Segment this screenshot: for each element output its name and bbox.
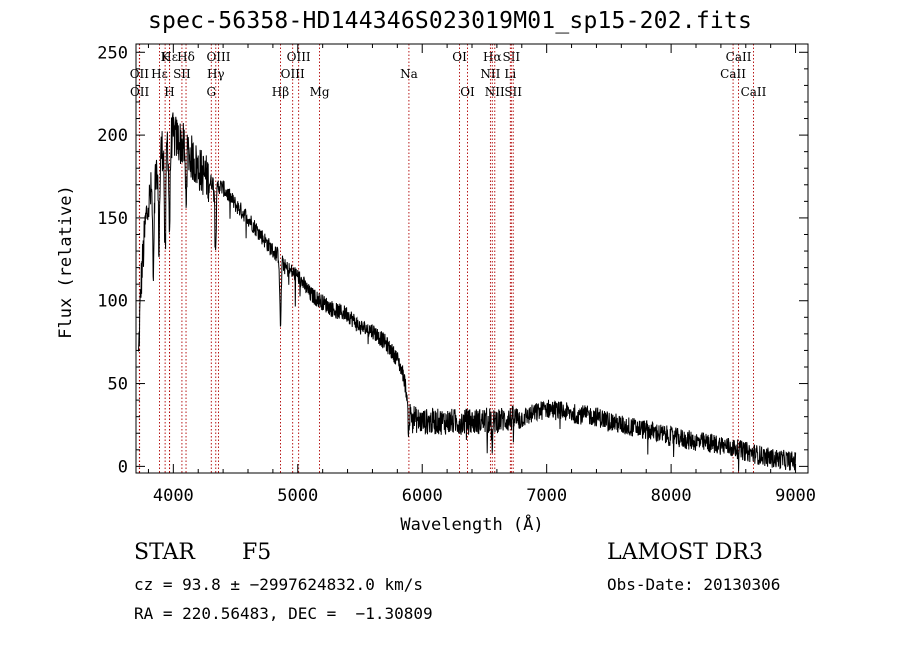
- y-axis: 0 50 100 150 200 250: [97, 43, 808, 477]
- x-tick-label: 6000: [402, 486, 443, 506]
- line-marker-label: Hβ: [272, 85, 289, 99]
- y-tick-label: 50: [108, 375, 128, 395]
- x-tick-label: 5000: [277, 486, 318, 506]
- y-axis-label: Flux (relative): [56, 185, 76, 339]
- line-marker-label: G: [206, 85, 216, 99]
- line-marker-label: SII: [504, 85, 522, 99]
- ra-dec-text: RA = 220.56483, DEC = −1.30809: [134, 604, 433, 623]
- line-marker-label: Li: [504, 67, 516, 81]
- y-tick-label: 200: [97, 126, 128, 146]
- line-marker-label: OI: [452, 50, 467, 64]
- line-marker-label: Hδ: [177, 50, 195, 64]
- x-tick-label: 7000: [526, 486, 567, 506]
- chart-title: spec-56358-HD144346S023019M01_sp15-202.f…: [147, 8, 753, 34]
- y-tick-label: 0: [118, 457, 128, 477]
- y-tick-label: 150: [97, 209, 128, 229]
- line-marker-label: Hγ: [207, 67, 225, 81]
- line-marker-label: OII: [130, 85, 150, 99]
- spectrum-group: [138, 112, 797, 472]
- plot-frame: [135, 43, 809, 474]
- line-marker-label: OIII: [281, 67, 305, 81]
- line-marker-label: Hε: [161, 50, 178, 64]
- line-marker-label: OIII: [206, 50, 230, 64]
- line-marker-label: OIII: [287, 50, 311, 64]
- line-marker-label: OII: [130, 67, 150, 81]
- x-tick-label: 9000: [775, 486, 816, 506]
- class-label: STAR: [134, 540, 195, 565]
- line-marker-label: NII: [480, 67, 500, 81]
- y-tick-label: 100: [97, 292, 128, 312]
- line-marker-label: OI: [460, 85, 475, 99]
- line-marker-label: SII: [502, 50, 520, 64]
- line-marker-label: Na: [400, 67, 418, 81]
- x-axis-label: Wavelength (Å): [400, 513, 543, 535]
- spectrum-line: [138, 112, 797, 472]
- class-value: F5: [242, 540, 272, 565]
- obs-date-text: Obs-Date: 20130306: [607, 575, 781, 594]
- redshift-text: cz = 93.8 ± −2997624832.0 km/s: [134, 575, 423, 594]
- survey-label: LAMOST DR3: [607, 540, 763, 565]
- line-marker-label: NII: [485, 85, 505, 99]
- x-axis: 4000 5000 6000 7000 8000 9000: [147, 44, 816, 506]
- line-marker-label: K: [161, 50, 171, 64]
- x-tick-label: 8000: [651, 486, 692, 506]
- line-marker-label: Hα: [483, 50, 502, 64]
- y-tick-label: 250: [97, 43, 128, 63]
- line-marker-label: H: [164, 85, 174, 99]
- x-tick-label: 4000: [153, 486, 194, 506]
- line-marker-label: Mg: [310, 85, 330, 99]
- line-marker-label: SII: [173, 67, 191, 81]
- line-marker-label: CaII: [726, 50, 752, 64]
- line-marker-label: CaII: [720, 67, 746, 81]
- line-marker-label: CaII: [741, 85, 767, 99]
- line-marker-label: Hε: [151, 67, 168, 81]
